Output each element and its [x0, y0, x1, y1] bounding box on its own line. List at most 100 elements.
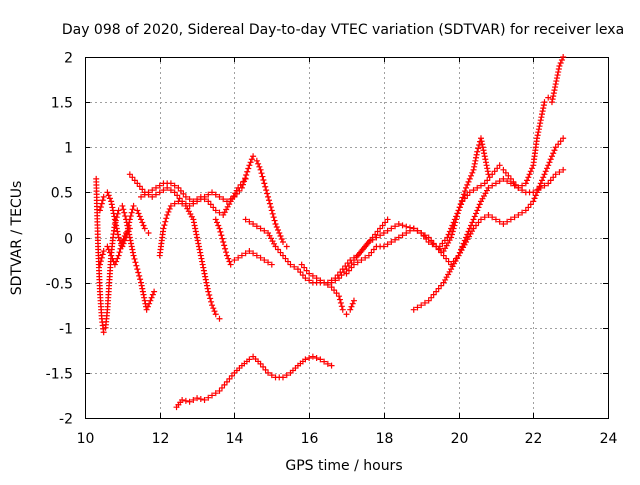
data-point — [468, 172, 475, 179]
data-point — [336, 293, 343, 300]
data-point — [350, 261, 357, 268]
data-point — [135, 269, 142, 276]
data-point — [113, 225, 120, 232]
data-point — [539, 177, 546, 184]
data-point — [557, 60, 564, 67]
data-point — [258, 170, 265, 177]
data-point — [257, 166, 264, 173]
data-point — [438, 282, 445, 289]
data-point — [481, 214, 488, 221]
data-point — [111, 261, 118, 268]
data-point — [476, 141, 483, 148]
data-point — [556, 169, 563, 176]
x-tick-label: 14 — [226, 431, 244, 447]
data-point — [149, 187, 156, 194]
data-point — [554, 72, 561, 79]
data-point — [171, 200, 178, 207]
data-point — [368, 249, 375, 256]
data-point — [388, 239, 395, 246]
data-point — [469, 219, 476, 226]
data-point — [151, 288, 158, 295]
data-point — [113, 258, 120, 265]
data-point — [216, 225, 223, 232]
data-point — [392, 236, 399, 243]
data-point — [271, 217, 278, 224]
x-tick-label: 16 — [301, 431, 319, 447]
data-point — [470, 166, 477, 173]
data-point — [221, 381, 228, 388]
data-point — [212, 311, 219, 318]
series-arc-2 — [96, 189, 152, 250]
data-point — [278, 236, 285, 243]
series-arc-13 — [410, 135, 567, 313]
data-point — [160, 225, 167, 232]
data-point — [282, 255, 289, 262]
data-point — [321, 358, 328, 365]
data-point — [237, 181, 244, 188]
data-point — [201, 196, 208, 203]
data-point — [195, 240, 202, 247]
data-point — [492, 180, 499, 187]
data-point — [138, 282, 145, 289]
data-point — [483, 187, 490, 194]
data-point — [555, 69, 562, 76]
data-point — [180, 190, 187, 197]
data-point — [126, 225, 133, 232]
y-axis-label: SDTVAR / TECUs — [9, 181, 25, 296]
data-point — [235, 254, 242, 261]
data-point — [473, 151, 480, 158]
data-point — [410, 225, 417, 232]
data-point — [302, 356, 309, 363]
data-point — [235, 184, 242, 191]
data-point — [212, 191, 219, 198]
data-point — [127, 237, 134, 244]
data-point — [552, 81, 559, 88]
data-point — [455, 207, 462, 214]
data-point — [444, 234, 451, 241]
data-point — [96, 207, 103, 214]
data-point — [548, 153, 555, 160]
data-point — [210, 204, 217, 211]
data-point — [302, 275, 309, 282]
data-point — [491, 168, 498, 175]
data-point — [264, 190, 271, 197]
data-point — [306, 354, 313, 361]
data-point — [536, 123, 543, 130]
data-point — [500, 175, 507, 182]
data-point — [350, 297, 357, 304]
data-point — [138, 216, 145, 223]
data-point — [548, 99, 555, 106]
data-point — [245, 165, 252, 172]
data-point — [99, 197, 106, 204]
data-point — [550, 93, 557, 100]
data-point — [202, 273, 209, 280]
data-point — [111, 216, 118, 223]
data-point — [226, 258, 233, 265]
data-point — [301, 264, 308, 271]
data-point — [216, 387, 223, 394]
data-point — [128, 209, 135, 216]
data-point — [126, 216, 133, 223]
data-point — [336, 275, 343, 282]
data-point — [141, 191, 148, 198]
data-point — [535, 129, 542, 136]
data-point — [161, 222, 168, 229]
data-point — [187, 211, 194, 218]
data-point — [166, 205, 173, 212]
data-point — [539, 111, 546, 118]
x-tick-label: 12 — [152, 431, 170, 447]
data-point — [485, 184, 492, 191]
data-point — [552, 171, 559, 178]
data-point — [171, 182, 178, 189]
data-point — [126, 219, 133, 226]
data-point — [242, 250, 249, 257]
series-arc-8 — [173, 353, 335, 411]
data-point — [111, 213, 118, 220]
data-point — [526, 171, 533, 178]
data-point — [209, 302, 216, 309]
data-point — [298, 261, 305, 268]
series-arc-5 — [138, 175, 249, 218]
data-point — [530, 198, 537, 205]
data-point — [527, 168, 534, 175]
data-point — [445, 231, 452, 238]
